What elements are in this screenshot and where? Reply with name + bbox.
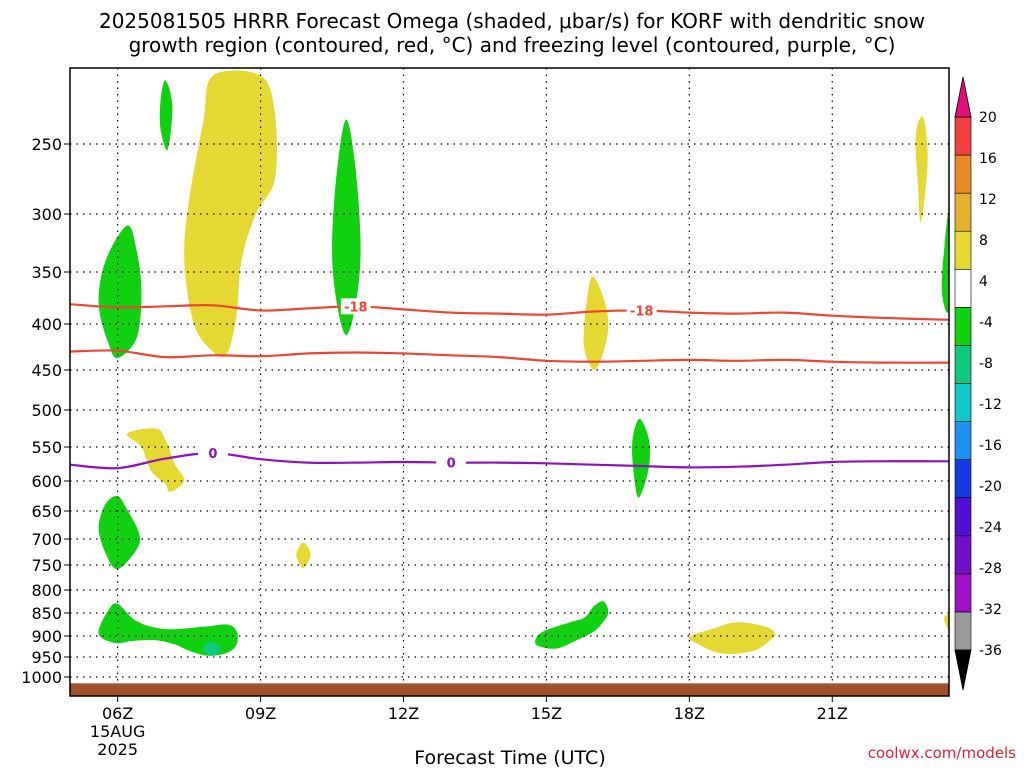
colorbar-band-11 [954, 230, 972, 270]
plot-area: -18 -18 0 0 [69, 67, 950, 697]
colorbar-band-14 [954, 116, 972, 156]
colorbar-label-2: 12 [979, 192, 997, 208]
x-tick-label-12: 12Z [388, 704, 419, 723]
freezing-level-label-bg-1-0 [197, 445, 228, 462]
y-tick-label-300: 300 [31, 205, 62, 224]
omega-shading [98, 70, 949, 656]
contour-lines: -18 -18 0 0 [70, 298, 949, 472]
y-tick-label-750: 750 [31, 556, 62, 575]
colorbar-band-12 [954, 192, 972, 232]
omega-region-4 [583, 276, 609, 371]
colorbar-label-5: -4 [979, 315, 993, 331]
x-tick-label-15: 15Z [531, 704, 562, 723]
colorbar-band-2 [954, 573, 972, 613]
chart-title-line-2: growth region (contoured, red, °C) and f… [129, 33, 896, 57]
y-tick-label-900: 900 [31, 627, 62, 646]
y-tick-label-450: 450 [31, 361, 62, 380]
ground-surface [70, 683, 949, 696]
x-tick-year: 2025 [97, 740, 138, 759]
omega-region-1 [184, 70, 277, 357]
colorbar-label-8: -16 [979, 438, 1002, 454]
y-tick-label-700: 700 [31, 530, 62, 549]
dgz-label-bg-1-1 [626, 302, 657, 319]
omega-region-14 [941, 212, 949, 313]
y-tick-label-400: 400 [31, 315, 62, 334]
x-tick-label-21: 21Z [817, 704, 848, 723]
colorbar-band-8 [954, 345, 972, 384]
colorbar-label-9: -20 [979, 479, 1002, 495]
x-tick-label-6: 06Z [102, 704, 133, 723]
colorbar-band-4 [954, 497, 972, 537]
colorbar-band-10 [954, 268, 972, 308]
y-tick-label-500: 500 [31, 401, 62, 420]
freezing-level-label-1-1: 0 [447, 457, 456, 472]
dgz-label-bg-1-0 [340, 298, 371, 315]
y-tick-label-950: 950 [31, 648, 62, 667]
colorbar-label-11: -28 [979, 561, 1002, 577]
y-tick-label-1000: 1000 [21, 668, 62, 687]
colorbar-band-9 [954, 307, 972, 346]
omega-region-6 [915, 116, 928, 223]
y-tick-label-600: 600 [31, 472, 62, 491]
omega-region-9 [98, 495, 140, 570]
dgz-contour-1 [70, 303, 949, 321]
x-tick-label-18: 18Z [674, 704, 705, 723]
colorbar-label-7: -12 [979, 397, 1002, 413]
omega-region-7 [944, 614, 949, 630]
dgz-label-1-1: -18 [630, 304, 654, 319]
freezing-level-label-bg-1-1 [436, 454, 467, 471]
y-tick-label-800: 800 [31, 581, 62, 600]
chart-title-line-1: 2025081505 HRRR Forecast Omega (shaded, … [99, 9, 925, 33]
omega-region-16 [203, 642, 221, 656]
y-tick-label-350: 350 [31, 263, 62, 282]
omega-region-11 [98, 603, 238, 656]
colorbar-band-6 [954, 421, 972, 460]
dgz-label-1-0: -18 [344, 300, 368, 315]
pressure-axis: 250 300 350 400 450 500 550 600 650 700 750 800 850 9… [21, 135, 70, 687]
omega-region-15 [159, 80, 173, 151]
omega-region-13 [632, 418, 651, 498]
colorbar-band-5 [954, 459, 972, 499]
colorbar-band-3 [954, 535, 972, 575]
colorbar-band-1 [954, 611, 972, 651]
colorbar-band-13 [954, 154, 972, 194]
colorbar-bottom-triangle [954, 649, 972, 691]
x-tick-label-9: 09Z [245, 704, 276, 723]
omega-region-5 [688, 622, 776, 654]
y-tick-label-850: 850 [31, 604, 62, 623]
y-tick-label-250: 250 [31, 135, 62, 154]
credit-text: coolwx.com/models [868, 744, 1016, 762]
x-tick-date: 15AUG [90, 722, 145, 741]
plot-border [69, 67, 950, 697]
omega-region-3 [296, 542, 311, 568]
colorbar-label-4: 4 [979, 274, 988, 290]
colorbar-label-6: -8 [979, 356, 993, 372]
freezing-level-label-1-0: 0 [208, 447, 217, 462]
omega-region-10 [332, 119, 361, 335]
colorbar-label-1: 16 [979, 151, 997, 167]
colorbar-label-10: -24 [979, 520, 1002, 536]
ground-bar [70, 683, 949, 696]
colorbar-label-12: -32 [979, 602, 1002, 618]
colorbar-top-triangle [954, 76, 972, 118]
y-tick-label-650: 650 [31, 502, 62, 521]
omega-colorbar: 20 16 12 8 4 -4 -8 -12 -16 -20 -24 -28 -32 -36 [954, 76, 1002, 691]
y-tick-label-550: 550 [31, 438, 62, 457]
x-axis-label: Forecast Time (UTC) [414, 747, 605, 768]
dgz-contour-2 [70, 349, 949, 364]
dotted-grid [70, 68, 949, 696]
omega-region-8 [98, 225, 142, 359]
colorbar-label-3: 8 [979, 233, 988, 249]
colorbar-label-13: -36 [979, 643, 1002, 659]
colorbar-band-7 [954, 383, 972, 422]
colorbar-label-0: 20 [979, 110, 997, 126]
